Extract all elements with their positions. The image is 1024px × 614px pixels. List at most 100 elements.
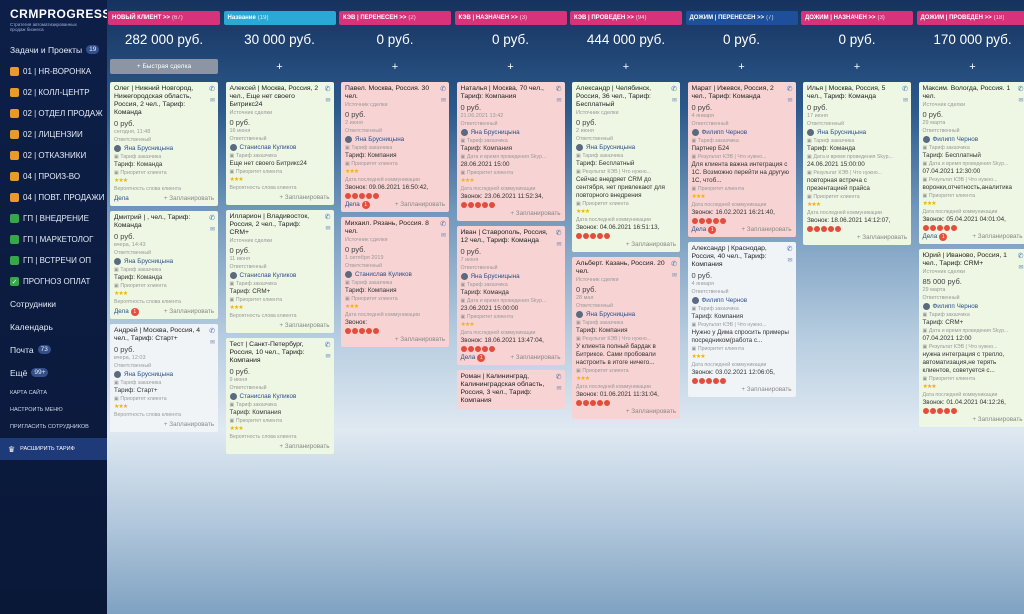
plan-link[interactable]: + Запланировать bbox=[972, 233, 1023, 241]
plan-link[interactable]: + Запланировать bbox=[394, 336, 445, 343]
message-icon[interactable]: ✉ bbox=[902, 98, 908, 104]
deal-title[interactable]: Павел. Москва, Россия. 30 чел. bbox=[345, 85, 430, 100]
add-deal-button[interactable]: + bbox=[507, 61, 514, 73]
deal-title[interactable]: Альберт. Казань, Россия. 20 чел. bbox=[576, 260, 665, 275]
plan-link[interactable]: + Запланировать bbox=[625, 408, 676, 415]
plan-link[interactable]: + Запланировать bbox=[856, 234, 907, 241]
phone-icon[interactable]: ✆ bbox=[1017, 253, 1024, 260]
responsible-person[interactable]: Станислав Куликов bbox=[229, 271, 330, 280]
responsible-person[interactable]: Филипп Чернов bbox=[922, 135, 1023, 144]
deal-title[interactable]: Александр | Челябинск, Россия, 36 чел., … bbox=[576, 85, 651, 108]
sidebar-item[interactable]: 02 | ОТДЕЛ ПРОДАЖ bbox=[0, 103, 107, 124]
responsible-person[interactable]: Яна Брусницына bbox=[114, 370, 214, 379]
deal-card[interactable]: Александр | Краснодар, Россия, 40 чел., … bbox=[687, 242, 796, 397]
column-header[interactable]: ДОЖИМ | ПЕРЕНЕСЕН >> (7) bbox=[685, 11, 798, 25]
phone-icon[interactable]: ✆ bbox=[324, 342, 331, 349]
sidebar-small-link[interactable]: НАСТРОИТЬ МЕНЮ bbox=[0, 401, 107, 418]
message-icon[interactable]: ✉ bbox=[1018, 98, 1024, 104]
deals-link[interactable]: Дела bbox=[114, 308, 129, 316]
deal-card[interactable]: Дмитрий | , чел., Тариф: Команда ✆ ✉ 0 руб.… bbox=[110, 211, 218, 319]
phone-icon[interactable]: ✆ bbox=[902, 86, 908, 93]
phone-icon[interactable]: ✆ bbox=[555, 230, 562, 237]
deal-card[interactable]: Наталья | Москва, 70 чел., Тариф: Компан… bbox=[456, 82, 565, 221]
column-header[interactable]: ДОЖИМ | НАЗНАЧЕН >> (3) bbox=[801, 11, 913, 25]
responsible-person[interactable]: Станислав Куликов bbox=[229, 392, 330, 401]
sidebar-link[interactable]: Сотрудники bbox=[0, 292, 107, 315]
phone-icon[interactable]: ✆ bbox=[1017, 86, 1024, 93]
plan-link[interactable]: + Запланировать bbox=[163, 195, 214, 202]
message-icon[interactable]: ✉ bbox=[787, 258, 793, 264]
add-deal-button[interactable]: + bbox=[391, 61, 399, 73]
message-icon[interactable]: ✉ bbox=[209, 98, 215, 104]
deal-title[interactable]: Илларион | Владивосток, Россия, 2 чел., … bbox=[229, 213, 310, 236]
phone-icon[interactable]: ✆ bbox=[786, 246, 793, 253]
phone-icon[interactable]: ✆ bbox=[786, 86, 793, 93]
deal-title[interactable]: Алексей | Москва, Россия, 2 чел., Еще не… bbox=[229, 85, 319, 108]
deal-title[interactable]: Иван | Ставрополь, Россия, 12 чел., Тари… bbox=[460, 229, 548, 244]
sidebar-item[interactable]: ✓ ПРОГНОЗ ОПЛАТ bbox=[0, 271, 107, 292]
sidebar-item[interactable]: Задачи и Проекты 19 bbox=[0, 38, 107, 61]
plan-link[interactable]: + Запланировать bbox=[279, 443, 330, 450]
sidebar-item[interactable]: ГП | ВНЕДРЕНИЕ bbox=[0, 208, 107, 229]
add-deal-button[interactable]: + bbox=[276, 61, 283, 73]
plan-link[interactable]: + Запланировать bbox=[510, 354, 561, 362]
sidebar-item[interactable]: 02 | ОТКАЗНИКИ bbox=[0, 145, 107, 166]
deal-card[interactable]: Марат | Ижевск, Россия, 2 чел., Тариф: К… bbox=[687, 82, 796, 237]
deal-card[interactable]: Андрей | Москва, Россия, 4 чел., Тариф: … bbox=[110, 324, 218, 432]
phone-icon[interactable]: ✆ bbox=[555, 374, 562, 381]
column-header[interactable]: КЭВ | ПЕРЕНЕСЕН >> (2) bbox=[339, 11, 451, 25]
sidebar-link[interactable]: Почта 73 bbox=[0, 338, 107, 361]
deal-card[interactable]: Максим. Вологда, Россия. 1 чел. ✆ ✉ Источни… bbox=[918, 82, 1024, 244]
responsible-person[interactable]: Яна Брусницына bbox=[114, 144, 214, 153]
message-icon[interactable]: ✉ bbox=[787, 98, 793, 104]
deal-title[interactable]: Александр | Краснодар, Россия, 40 чел., … bbox=[691, 245, 767, 268]
deal-title[interactable]: Михаил. Рязань, Россия. 8 чел. bbox=[345, 220, 429, 235]
column-header[interactable]: ДОЖИМ | ПРОВЕДЕН >> (18) bbox=[916, 11, 1024, 25]
phone-icon[interactable]: ✆ bbox=[440, 86, 446, 93]
plan-link[interactable]: + Запланировать bbox=[972, 416, 1023, 423]
deal-title[interactable]: Дмитрий | , чел., Тариф: Команда bbox=[114, 214, 191, 229]
phone-icon[interactable]: ✆ bbox=[209, 86, 215, 93]
responsible-person[interactable]: Яна Брусницына bbox=[576, 143, 676, 152]
responsible-person[interactable]: Яна Брусницына bbox=[807, 128, 907, 137]
deal-card[interactable]: Тест | Санкт-Петербург, Россия, 10 чел.,… bbox=[225, 338, 334, 454]
logo[interactable]: CRMPROGRESS Стратегия автоматизированных… bbox=[0, 0, 107, 38]
plan-link[interactable]: + Запланировать bbox=[279, 322, 330, 329]
deal-title[interactable]: Андрей | Москва, Россия, 4 чел., Тариф: … bbox=[114, 327, 200, 342]
message-icon[interactable]: ✉ bbox=[209, 227, 215, 233]
deal-card[interactable]: Илья | Москва, Россия, 5 чел., Тариф: Ко… bbox=[803, 82, 911, 245]
sidebar-link[interactable]: Календарь bbox=[0, 315, 107, 338]
sidebar-item[interactable]: 02 | КОЛЛ-ЦЕНТР bbox=[0, 82, 107, 103]
phone-icon[interactable]: ✆ bbox=[324, 214, 331, 221]
message-icon[interactable]: ✉ bbox=[556, 98, 562, 104]
responsible-person[interactable]: Яна Брусницына bbox=[576, 310, 676, 319]
deal-title[interactable]: Олег | Нижний Новгород, Нижегородская об… bbox=[114, 85, 194, 116]
deal-title[interactable]: Наталья | Москва, 70 чел., Тариф: Компан… bbox=[460, 85, 544, 100]
phone-icon[interactable]: ✆ bbox=[209, 328, 215, 335]
plan-link[interactable]: + Запланировать bbox=[741, 226, 792, 234]
phone-icon[interactable]: ✆ bbox=[324, 86, 331, 93]
sidebar-item[interactable]: 01 | HR-ВОРОНКА bbox=[0, 61, 107, 82]
message-icon[interactable]: ✉ bbox=[440, 233, 446, 239]
plan-link[interactable]: + Запланировать bbox=[279, 194, 330, 201]
deals-link[interactable]: Дела bbox=[114, 195, 129, 202]
responsible-person[interactable]: Филипп Чернов bbox=[691, 128, 792, 137]
deal-title[interactable]: Роман | Калининград, Калининградская обл… bbox=[460, 373, 545, 404]
phone-icon[interactable]: ✆ bbox=[671, 86, 677, 93]
plan-link[interactable]: + Запланировать bbox=[510, 210, 561, 217]
responsible-person[interactable]: Станислав Куликов bbox=[229, 143, 330, 152]
expand-tariff-button[interactable]: ♛ РАСШИРИТЬ ТАРИФ bbox=[0, 438, 107, 460]
responsible-person[interactable]: Яна Брусницына bbox=[460, 128, 561, 137]
plan-link[interactable]: + Запланировать bbox=[625, 241, 676, 248]
responsible-person[interactable]: Яна Брусницына bbox=[114, 257, 214, 266]
sidebar-item[interactable]: 04 | ПРОИЗ-ВО bbox=[0, 166, 107, 187]
plan-link[interactable]: + Запланировать bbox=[394, 201, 445, 209]
deal-card[interactable]: Иван | Ставрополь, Россия, 12 чел., Тари… bbox=[456, 226, 565, 365]
deal-card[interactable]: Олег | Нижний Новгород, Нижегородская об… bbox=[110, 82, 218, 206]
message-icon[interactable]: ✉ bbox=[440, 98, 446, 104]
message-icon[interactable]: ✉ bbox=[325, 226, 331, 232]
sidebar-item[interactable]: ГП | ВСТРЕЧИ ОП bbox=[0, 250, 107, 271]
message-icon[interactable]: ✉ bbox=[325, 354, 331, 360]
message-icon[interactable]: ✉ bbox=[671, 273, 677, 279]
add-deal-button[interactable]: + bbox=[622, 61, 630, 73]
